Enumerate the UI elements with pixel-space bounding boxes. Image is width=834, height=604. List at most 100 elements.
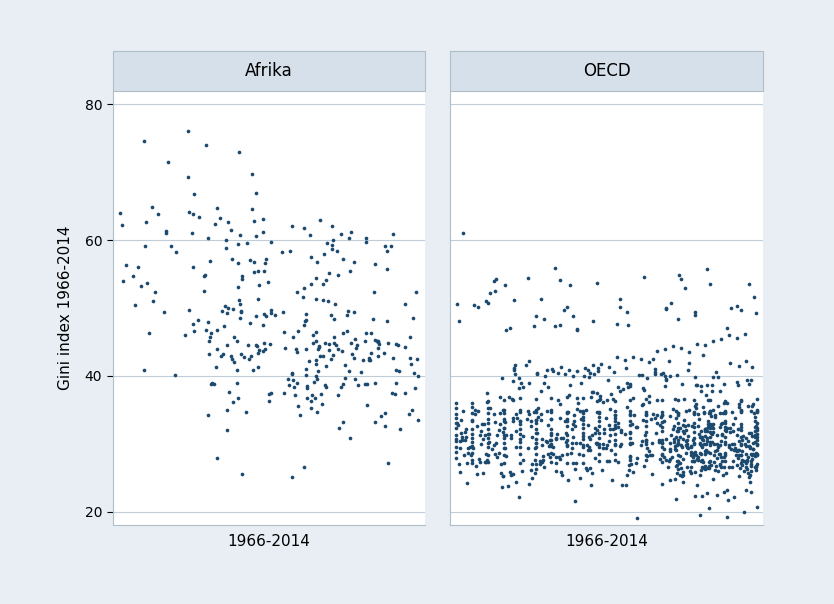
Point [226, 254, 239, 263]
X-axis label: 1966-2014: 1966-2014 [228, 534, 310, 549]
Point [281, 374, 294, 384]
Point [611, 418, 625, 428]
Point [219, 301, 232, 311]
Point [735, 432, 748, 442]
Point [535, 434, 548, 444]
Point [576, 419, 590, 429]
Point [538, 371, 551, 381]
Point [560, 440, 574, 450]
Point [746, 455, 759, 464]
Point [372, 343, 385, 353]
Point [364, 329, 378, 338]
Point [497, 395, 510, 405]
Point [711, 466, 724, 475]
Point [703, 448, 716, 458]
Point [735, 395, 748, 405]
Point [199, 326, 213, 335]
Point [742, 442, 756, 451]
Point [680, 435, 693, 445]
Point [507, 295, 520, 305]
Point [478, 419, 491, 429]
Point [587, 369, 600, 379]
Point [341, 306, 354, 316]
Point [732, 402, 746, 411]
Point [534, 295, 547, 304]
Point [293, 410, 306, 420]
Point [583, 446, 596, 455]
Point [507, 364, 520, 373]
Point [749, 416, 762, 425]
Point [740, 449, 753, 458]
Point [264, 388, 278, 398]
X-axis label: 1966-2014: 1966-2014 [565, 534, 648, 549]
Point [626, 353, 640, 362]
Point [745, 406, 758, 416]
Point [216, 350, 229, 359]
Point [560, 428, 573, 438]
Point [570, 324, 584, 334]
Point [600, 394, 614, 404]
Point [668, 474, 681, 484]
Point [666, 405, 680, 414]
Point [556, 433, 570, 443]
Point [751, 405, 764, 415]
Point [560, 441, 574, 451]
Point [465, 402, 479, 411]
Point [706, 419, 720, 429]
Point [621, 382, 635, 391]
Point [309, 294, 323, 304]
Point [700, 434, 713, 443]
Point [323, 268, 336, 278]
Point [503, 324, 516, 333]
Point [301, 393, 314, 403]
Point [699, 449, 712, 459]
Point [259, 255, 273, 265]
Point [234, 313, 247, 323]
Point [630, 422, 643, 431]
Point [684, 441, 697, 451]
Point [655, 412, 668, 422]
Point [379, 421, 392, 431]
Point [620, 470, 633, 480]
Point [718, 449, 731, 459]
Point [641, 451, 654, 461]
Point [303, 356, 316, 366]
Point [231, 282, 244, 292]
Point [252, 294, 265, 304]
Point [640, 416, 653, 426]
Point [317, 249, 330, 259]
Point [681, 365, 695, 375]
Point [362, 355, 375, 364]
Point [592, 421, 605, 431]
Point [137, 365, 150, 375]
Point [495, 468, 508, 478]
Point [245, 204, 259, 214]
Point [453, 467, 466, 477]
Point [537, 314, 550, 324]
Point [451, 420, 465, 430]
Point [371, 336, 384, 345]
Point [496, 471, 510, 481]
Point [656, 417, 669, 427]
Point [624, 428, 637, 438]
Point [731, 446, 744, 456]
Point [327, 350, 340, 360]
Point [198, 286, 211, 296]
Point [695, 432, 708, 442]
Point [509, 426, 522, 436]
Point [278, 343, 291, 353]
Point [410, 354, 424, 364]
Point [677, 416, 691, 425]
Point [249, 341, 262, 350]
Point [668, 444, 681, 454]
Point [653, 455, 666, 464]
Point [311, 366, 324, 376]
Point [139, 217, 153, 226]
Point [530, 368, 544, 378]
Point [545, 441, 558, 451]
Point [684, 467, 697, 477]
Y-axis label: Gini index 1966-2014: Gini index 1966-2014 [58, 226, 73, 390]
Point [713, 449, 726, 459]
Point [578, 371, 591, 381]
Point [674, 471, 687, 480]
